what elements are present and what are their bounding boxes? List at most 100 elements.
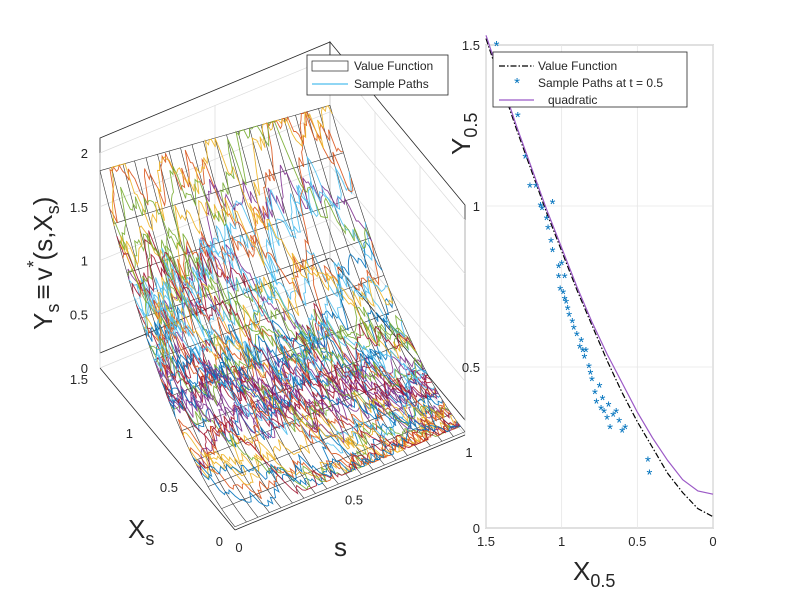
sample-point: * [556,270,562,287]
scatter-legend-box [492,51,688,108]
z-tick-label: 1 [81,254,88,269]
scatter-legend-entry: Sample Paths at t = 0.5 [538,76,663,90]
z-tick-label: 1.5 [70,200,88,215]
z-axis-label: Ys≡v*(s,Xs) [24,197,63,330]
sample-point: * [566,308,572,325]
sample-path [192,393,443,482]
sample-point: * [565,302,571,319]
sample-point: * [578,334,584,351]
sample-point: * [577,341,583,358]
surface-legend: Value Function Sample Paths [306,54,449,96]
sample-point: * [616,415,622,432]
value-function-line [485,38,714,518]
x-tick-label: 1 [558,534,565,549]
x-axis-label: X0.5 [573,556,615,591]
sample-point: * [580,344,586,361]
quadratic-line [485,35,714,495]
sample-path [199,361,426,507]
x-tick-label: 0 [216,534,223,549]
sample-path [140,277,427,383]
sample-path [161,317,414,417]
sample-point: * [586,360,592,377]
sample-point: * [619,424,625,441]
grid [485,44,714,529]
sample-point: * [606,399,612,416]
x-tick-label: 1 [126,426,133,441]
sample-path [128,155,373,316]
sample-point: * [598,402,604,419]
y-tick-label: 1.5 [462,38,480,53]
sample-point: * [556,260,562,277]
sample-point: * [550,244,556,261]
sample-path [182,391,446,486]
surface-legend-entry: Sample Paths [354,77,429,91]
sample-path [127,120,371,304]
sample-path [122,111,354,334]
plot-area [485,44,714,529]
x-tick-label: 0 [709,534,716,549]
sample-path [153,238,389,369]
sample-point: * [544,212,550,229]
sample-point: * [545,222,551,239]
sample-point: * [494,38,500,55]
sample-path [168,364,461,433]
sample-path [189,399,450,500]
sample-point: * [589,373,595,390]
y-axis-label: Y0.5 [446,113,481,155]
scatter-legend: * Value Function Sample Paths at t = 0.5… [492,51,688,108]
sample-paths [109,105,461,507]
sample-path [153,359,438,422]
sample-point: * [550,196,556,213]
wall-grid [99,57,466,436]
surface-mesh-line [234,431,466,528]
y-tick-label: 0 [473,521,480,536]
s-axis-label: s [334,532,347,562]
front-edge-x [99,367,236,531]
sample-point: * [527,180,533,197]
sample-point: * [539,202,545,219]
sample-path [131,251,437,402]
sample-point: * [647,466,653,483]
sample-point: * [581,350,587,367]
sample-point: * [538,199,544,216]
sample-point: * [533,180,539,197]
sample-point: * [583,344,589,361]
sample-point: * [587,366,593,383]
back-wall-right [329,40,466,422]
front-edge-s [234,434,466,531]
x-tick-label: 1.5 [70,372,88,387]
sample-point: * [574,328,580,345]
x-tick-label: 0.5 [628,534,646,549]
x-axis-label: Xs [128,514,154,549]
sample-point: * [622,421,628,438]
sample-path [142,197,417,359]
sample-point: * [562,270,568,287]
sample-point: * [592,386,598,403]
scatter-plot: **** ** **********************************… [446,35,717,591]
y-tick-label: 1 [473,199,480,214]
z-tick-label: 0 [81,361,88,376]
sample-point: * [610,408,616,425]
sample-path [145,240,383,393]
sample-point: * [601,405,607,422]
sample-path [118,186,423,388]
y-tick-label: 0.5 [462,360,480,375]
z-tick-label: 2 [81,146,88,161]
sample-path [177,399,450,467]
sample-point: * [522,151,528,168]
sample-path [149,283,403,381]
z-tick-label: 0.5 [70,307,88,322]
s-tick-label: 0 [235,540,242,555]
sample-point: * [594,395,600,412]
sample-point: * [557,283,563,300]
scatter-legend-entry: quadratic [548,93,597,107]
sample-point: * [600,392,606,409]
sample-path [111,105,333,232]
sample-point: * [571,321,577,338]
legend-swatch-value-function [311,60,349,72]
sample-point: * [597,379,603,396]
sample-point: * [604,412,610,429]
sample-point: * [515,109,521,126]
